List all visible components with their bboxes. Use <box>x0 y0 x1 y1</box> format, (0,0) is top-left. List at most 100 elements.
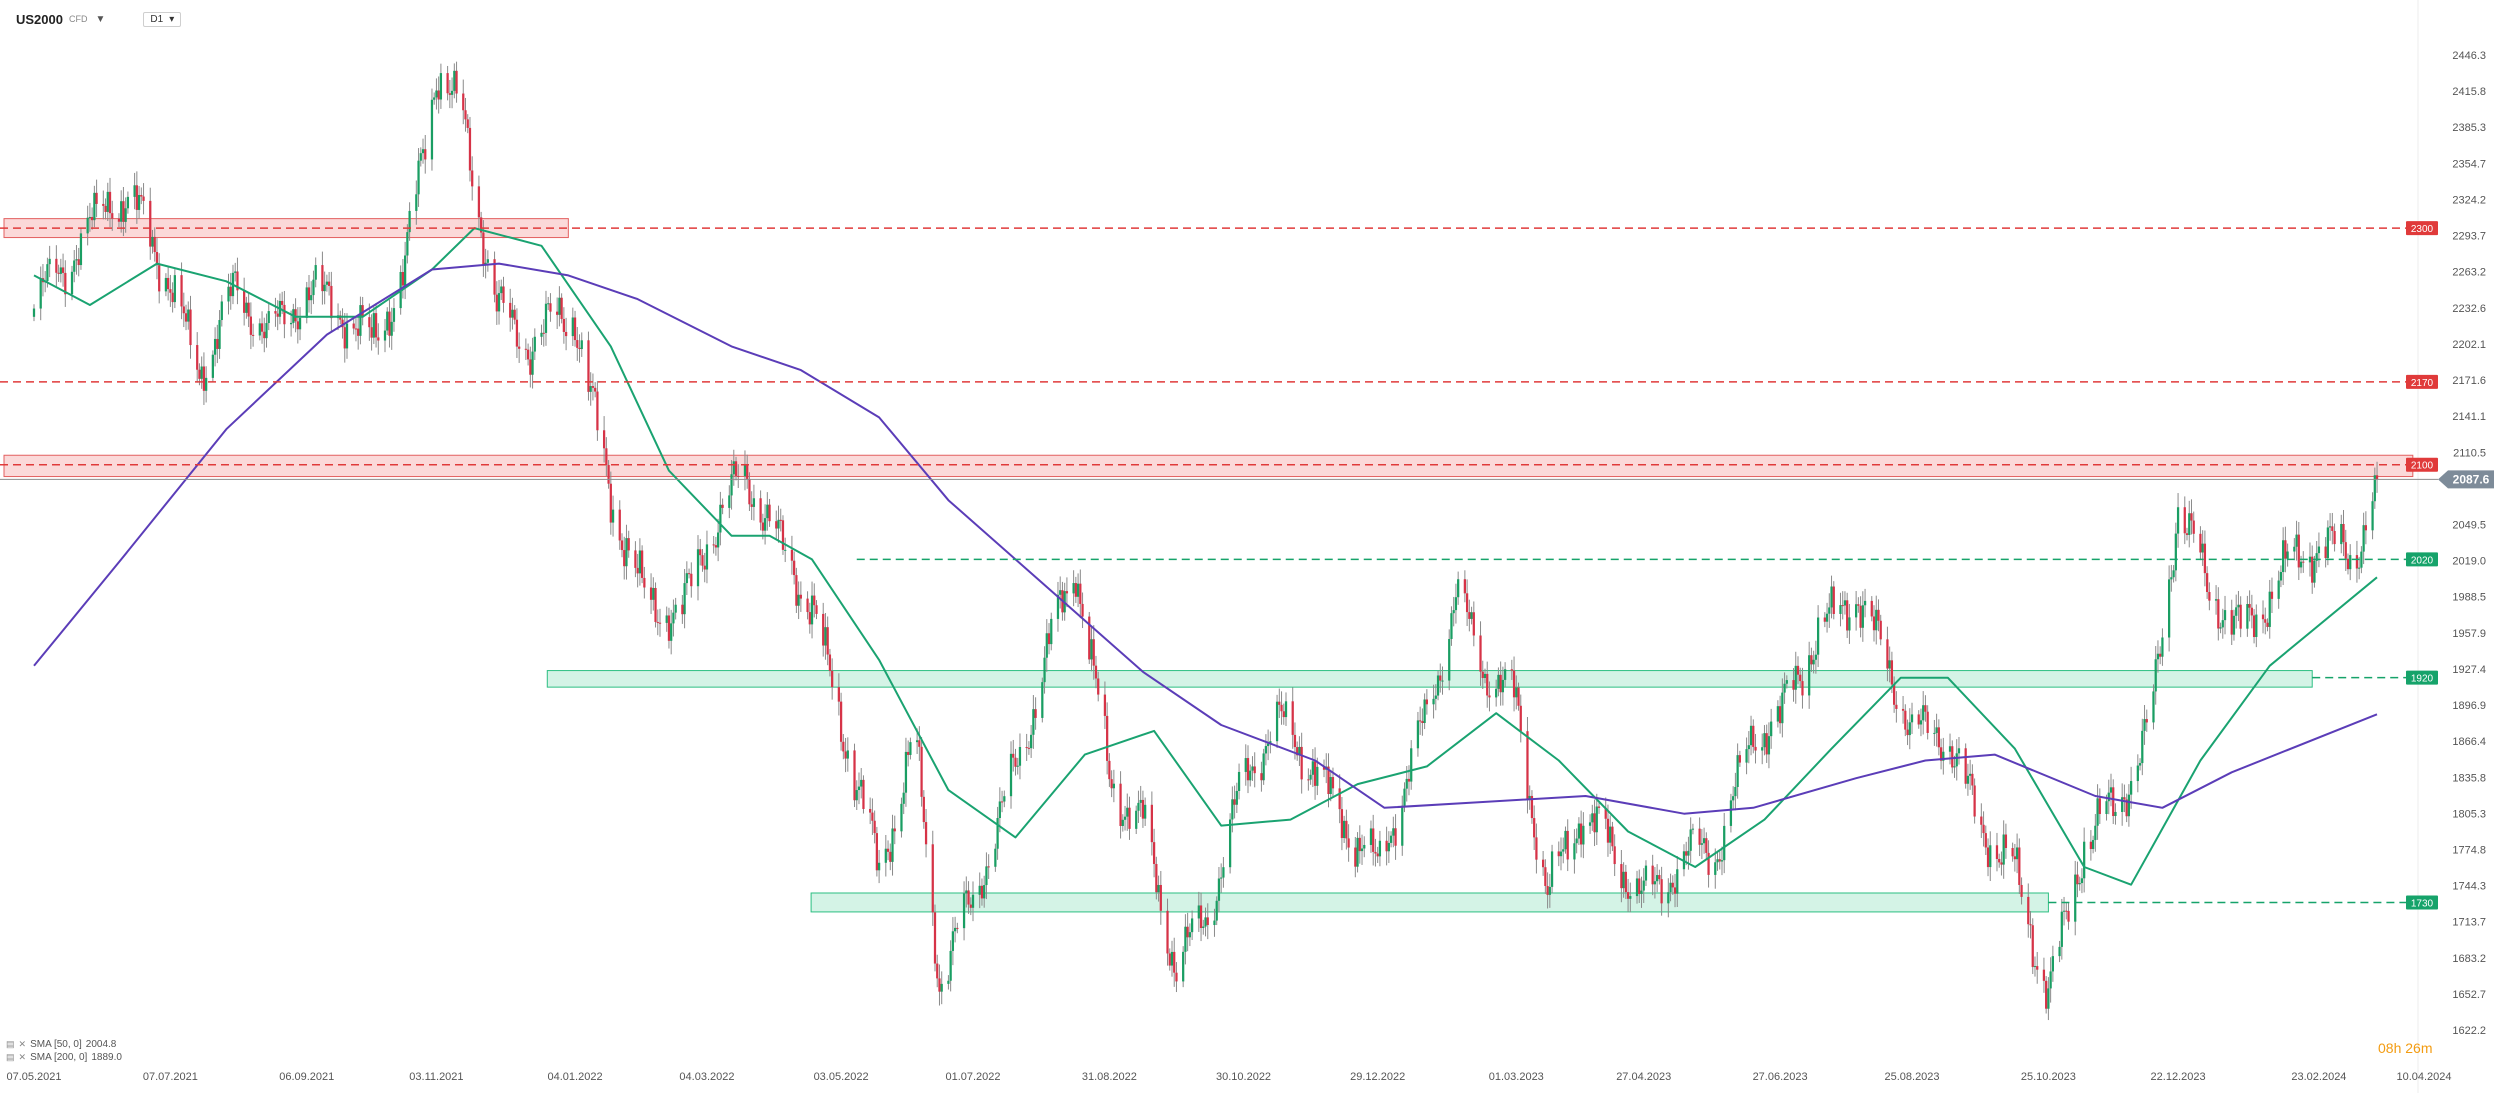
candle-body-19 <box>93 192 96 221</box>
candle-body-584 <box>1861 605 1864 628</box>
candle-body-64 <box>234 271 237 273</box>
candle-body-659 <box>2096 798 2099 826</box>
candle-body-252 <box>824 627 827 646</box>
indicator-legend: ▤ ✕ SMA [50, 0] 2004.8 ▤ ✕ SMA [200, 0] … <box>6 1038 122 1064</box>
candle-body-614 <box>1955 753 1958 767</box>
candle-body-194 <box>640 550 644 578</box>
candle-body-49 <box>187 309 190 322</box>
candle-body-656 <box>2089 841 2093 849</box>
settings-icon[interactable]: ▤ <box>6 1039 15 1049</box>
candle-body-312 <box>1012 753 1015 758</box>
candle-body-491 <box>1573 843 1576 860</box>
candle-body-505 <box>1613 846 1616 865</box>
candle-body-145 <box>486 259 489 263</box>
candle-body-649 <box>2065 910 2068 912</box>
candle-body-557 <box>1778 706 1782 724</box>
candle-body-706 <box>2246 604 2249 629</box>
symbol-name[interactable]: US2000 <box>16 11 63 27</box>
candle-body-271 <box>884 848 887 863</box>
candle-body-683 <box>2172 570 2175 578</box>
legend-sma200[interactable]: ▤ ✕ SMA [200, 0] 1889.0 <box>6 1051 122 1064</box>
candle-body-595 <box>1895 704 1898 709</box>
candle-body-523 <box>1671 882 1674 888</box>
timeframe-select[interactable]: D1 ▾ <box>143 11 182 27</box>
candle-body-211 <box>696 549 700 587</box>
candle-body-324 <box>1047 633 1051 645</box>
candle-body-442 <box>1419 720 1422 722</box>
candle-body-153 <box>513 309 516 320</box>
level-tag-label-2020: 2020 <box>2411 555 2434 566</box>
candle-body-527 <box>1685 851 1688 856</box>
candle-body-10 <box>64 272 67 295</box>
caret-down-icon[interactable]: ▼ <box>95 13 106 25</box>
candle-body-447 <box>1434 695 1437 699</box>
candle-body-464 <box>1486 673 1489 696</box>
candle-body-468 <box>1499 674 1502 693</box>
candle-body-290 <box>940 983 943 992</box>
candle-body-90 <box>314 265 317 280</box>
candle-body-555 <box>1770 721 1773 737</box>
close-icon[interactable]: ✕ <box>18 1039 27 1049</box>
y-tick-label: 1652.7 <box>2452 989 2486 1001</box>
close-icon[interactable]: ✕ <box>18 1052 27 1062</box>
candle-body-524 <box>1673 887 1677 894</box>
candle-body-686 <box>2183 507 2186 534</box>
candle-body-317 <box>1027 747 1031 749</box>
candle-body-495 <box>1582 825 1585 845</box>
candle-body-393 <box>1264 746 1268 754</box>
candle-body-160 <box>533 336 536 352</box>
candle-body-54 <box>202 366 206 391</box>
candle-body-367 <box>1184 926 1187 952</box>
candle-body-446 <box>1432 698 1435 705</box>
candle-body-628 <box>2000 862 2003 865</box>
candle-body-56 <box>211 354 214 378</box>
candle-body-635 <box>2020 884 2023 897</box>
candle-body-77 <box>276 313 279 317</box>
level-tag-2170 <box>2406 374 2438 389</box>
candle-body-541 <box>1729 800 1733 826</box>
candle-body-337 <box>1090 639 1093 660</box>
candle-body-554 <box>1767 736 1771 755</box>
candle-body-444 <box>1423 699 1426 724</box>
candle-body-708 <box>2250 607 2253 616</box>
candle-body-415 <box>1331 777 1335 789</box>
candle-body-552 <box>1763 733 1766 748</box>
candle-body-302 <box>980 885 984 899</box>
candle-body-182 <box>605 448 608 466</box>
candle-body-703 <box>2235 607 2238 616</box>
candle-body-406 <box>1307 779 1310 781</box>
candle-body-581 <box>1854 604 1858 618</box>
candle-body-296 <box>962 893 966 929</box>
candle-body-601 <box>1917 714 1920 725</box>
candle-body-644 <box>2049 971 2052 989</box>
timeframe-label: D1 <box>150 13 164 25</box>
candle-body-713 <box>2266 622 2269 627</box>
candle-body-430 <box>1378 840 1382 857</box>
candle-body-22 <box>104 205 107 212</box>
settings-icon[interactable]: ▤ <box>6 1052 15 1062</box>
candle-body-151 <box>509 302 512 318</box>
candle-body-583 <box>1859 605 1862 628</box>
candle-body-416 <box>1338 788 1341 810</box>
candle-body-390 <box>1253 766 1256 774</box>
legend-sma50-value: 2004.8 <box>85 1039 117 1050</box>
candle-body-709 <box>2252 615 2256 638</box>
y-tick-label: 2415.8 <box>2452 86 2486 98</box>
candle-body-721 <box>2293 546 2296 552</box>
candle-body-39 <box>155 252 159 266</box>
candle-body-548 <box>1749 725 1753 746</box>
candle-body-303 <box>983 885 986 899</box>
candle-body-634 <box>2018 847 2021 885</box>
candle-body-397 <box>1278 701 1281 705</box>
candle-body-322 <box>1043 657 1046 683</box>
legend-sma50[interactable]: ▤ ✕ SMA [50, 0] 2004.8 <box>6 1038 122 1051</box>
candle-body-411 <box>1322 766 1326 770</box>
candle-body-47 <box>182 306 185 314</box>
legend-sma200-label: SMA [200, 0] <box>30 1052 88 1063</box>
candle-body-506 <box>1620 864 1623 889</box>
candle-body-69 <box>249 316 252 335</box>
candle-body-489 <box>1564 830 1567 850</box>
y-tick-label: 1988.5 <box>2452 592 2486 604</box>
candle-body-50 <box>189 309 192 346</box>
